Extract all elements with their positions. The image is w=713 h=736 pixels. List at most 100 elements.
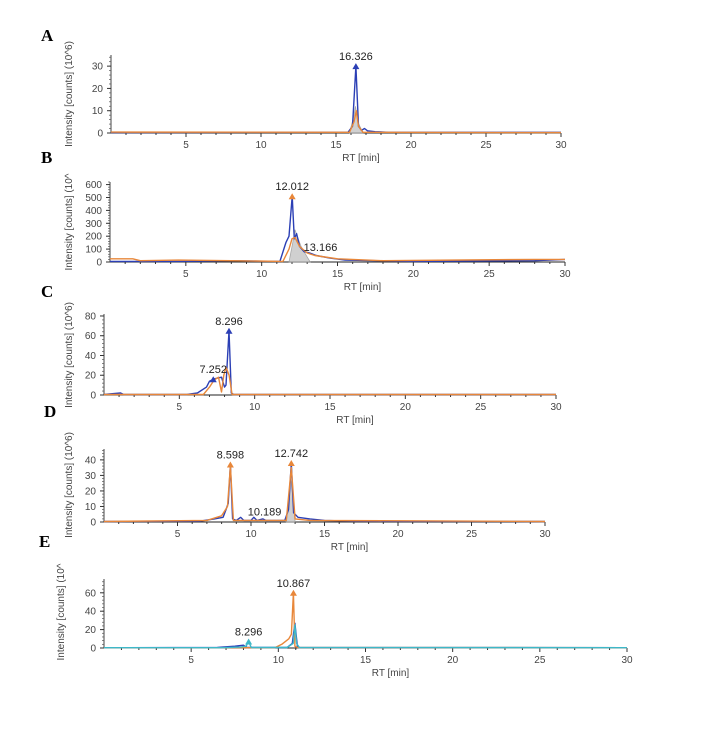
- y-tick-label: 40: [85, 455, 97, 466]
- peak-label: 10.867: [277, 578, 311, 590]
- x-tick-label: 15: [332, 269, 344, 280]
- series-trace-orange: [110, 109, 562, 134]
- peak-label: 8.296: [215, 316, 243, 328]
- x-tick-label: 15: [330, 140, 342, 151]
- series-trace-blue: [110, 195, 566, 263]
- x-tick-label: 30: [621, 655, 633, 666]
- x-tick-label: 10: [249, 402, 261, 413]
- x-tick-label: 10: [256, 269, 268, 280]
- peak-label: 16.326: [339, 51, 373, 63]
- y-tick-label: 300: [85, 219, 102, 230]
- y-axis-title: Intensity [counts] (10^6): [64, 302, 75, 408]
- y-tick-label: 30: [85, 471, 97, 482]
- y-tick-label: 60: [85, 331, 97, 342]
- x-tick-label: 25: [475, 402, 487, 413]
- x-tick-label: 5: [175, 529, 181, 540]
- x-tick-label: 15: [324, 402, 336, 413]
- peak-marker: [226, 461, 234, 468]
- y-tick-label: 10: [92, 106, 104, 117]
- y-axis-title: Intensity [counts] (10^6): [64, 432, 75, 538]
- x-tick-label: 25: [534, 655, 546, 666]
- y-tick-label: 20: [92, 84, 104, 95]
- peak-marker: [352, 63, 360, 70]
- y-tick-label: 40: [85, 607, 97, 618]
- x-tick-label: 25: [484, 269, 496, 280]
- x-tick-label: 10: [255, 140, 267, 151]
- y-axis-title: Intensity [counts] (10^: [56, 563, 67, 660]
- y-tick-label: 40: [85, 351, 97, 362]
- x-tick-label: 30: [539, 529, 551, 540]
- x-tick-label: 20: [405, 140, 417, 151]
- x-tick-label: 20: [400, 402, 412, 413]
- x-tick-label: 10: [245, 529, 257, 540]
- x-axis-title: RT [min]: [372, 668, 410, 679]
- peak-label: 13.166: [304, 242, 338, 254]
- x-tick-label: 5: [177, 402, 183, 413]
- y-tick-label: 100: [85, 245, 102, 256]
- panel-letter-b: B: [41, 148, 53, 167]
- y-tick-label: 200: [85, 232, 102, 243]
- y-tick-label: 80: [85, 311, 97, 322]
- peak-label: 12.012: [275, 181, 309, 193]
- series-trace-blue: [110, 65, 561, 134]
- y-tick-label: 20: [85, 371, 97, 382]
- x-tick-label: 10: [273, 655, 285, 666]
- x-axis-title: RT [min]: [336, 415, 374, 426]
- x-tick-label: 25: [480, 140, 492, 151]
- peak-marker: [289, 589, 297, 596]
- y-tick-label: 0: [97, 129, 103, 140]
- y-tick-label: 600: [85, 180, 102, 191]
- x-axis-title: RT [min]: [331, 542, 369, 553]
- series-trace-orange: [110, 236, 565, 263]
- panel-a: 5 10 15 20 25 30 0 10 20 30 RT [min] Intensity [cou…: [64, 41, 567, 164]
- peak-label: 8.296: [235, 627, 263, 639]
- series-trace-blue: [103, 330, 556, 396]
- panel-d: 5 10 15 20 25 30 0 10 20 30 40 RT [min] Intensity [c…: [64, 432, 551, 553]
- panel-c: 5 10 15 20 25 30 0 20 40 60 80 RT [min] Intensity [c…: [64, 302, 562, 426]
- y-tick-label: 0: [90, 391, 96, 402]
- x-tick-label: 15: [360, 655, 372, 666]
- panel-letter-c: C: [41, 282, 54, 301]
- panel-e: 5 10 15 20 25 30 0 20 40 60 RT [min] Intensity [cou…: [56, 563, 633, 679]
- peak-marker: [288, 193, 296, 200]
- x-tick-label: 30: [555, 140, 567, 151]
- series-trace-orange: [104, 592, 628, 649]
- series-trace-orange: [104, 366, 556, 396]
- y-tick-label: 0: [90, 518, 96, 529]
- panel-letter-e: E: [39, 532, 51, 551]
- x-axis-title: RT [min]: [344, 282, 382, 293]
- y-tick-label: 0: [96, 258, 102, 269]
- x-tick-label: 20: [392, 529, 404, 540]
- y-tick-label: 30: [92, 62, 104, 73]
- y-tick-label: 20: [85, 625, 97, 636]
- y-tick-label: 60: [85, 588, 97, 599]
- y-axis-title: Intensity [counts] (10^: [64, 173, 75, 270]
- y-axis-title: Intensity [counts] (10^6): [64, 41, 75, 147]
- peak-label: 8.598: [217, 450, 245, 462]
- series-trace-blue: [103, 462, 546, 523]
- x-tick-label: 25: [466, 529, 478, 540]
- x-tick-label: 30: [559, 269, 571, 280]
- x-axis-title: RT [min]: [342, 153, 380, 164]
- series-trace-teal: [104, 624, 628, 649]
- peak-label: 7.252: [199, 364, 227, 376]
- y-tick-label: 400: [85, 206, 102, 217]
- peak-label: 10.189: [248, 506, 282, 518]
- x-tick-label: 5: [183, 269, 189, 280]
- x-tick-label: 20: [447, 655, 459, 666]
- series-trace-blue: [103, 622, 628, 649]
- y-tick-label: 20: [85, 486, 97, 497]
- x-tick-label: 30: [550, 402, 562, 413]
- y-tick-label: 10: [85, 502, 97, 513]
- peak-label: 12.742: [274, 448, 308, 460]
- peak-marker: [245, 638, 253, 645]
- x-tick-label: 20: [408, 269, 420, 280]
- panel-letter-d: D: [44, 402, 57, 421]
- y-tick-label: 0: [90, 644, 96, 655]
- x-tick-label: 5: [188, 655, 194, 666]
- peak-marker: [225, 327, 233, 334]
- panel-letter-a: A: [41, 26, 54, 45]
- series-trace-orange: [103, 465, 546, 523]
